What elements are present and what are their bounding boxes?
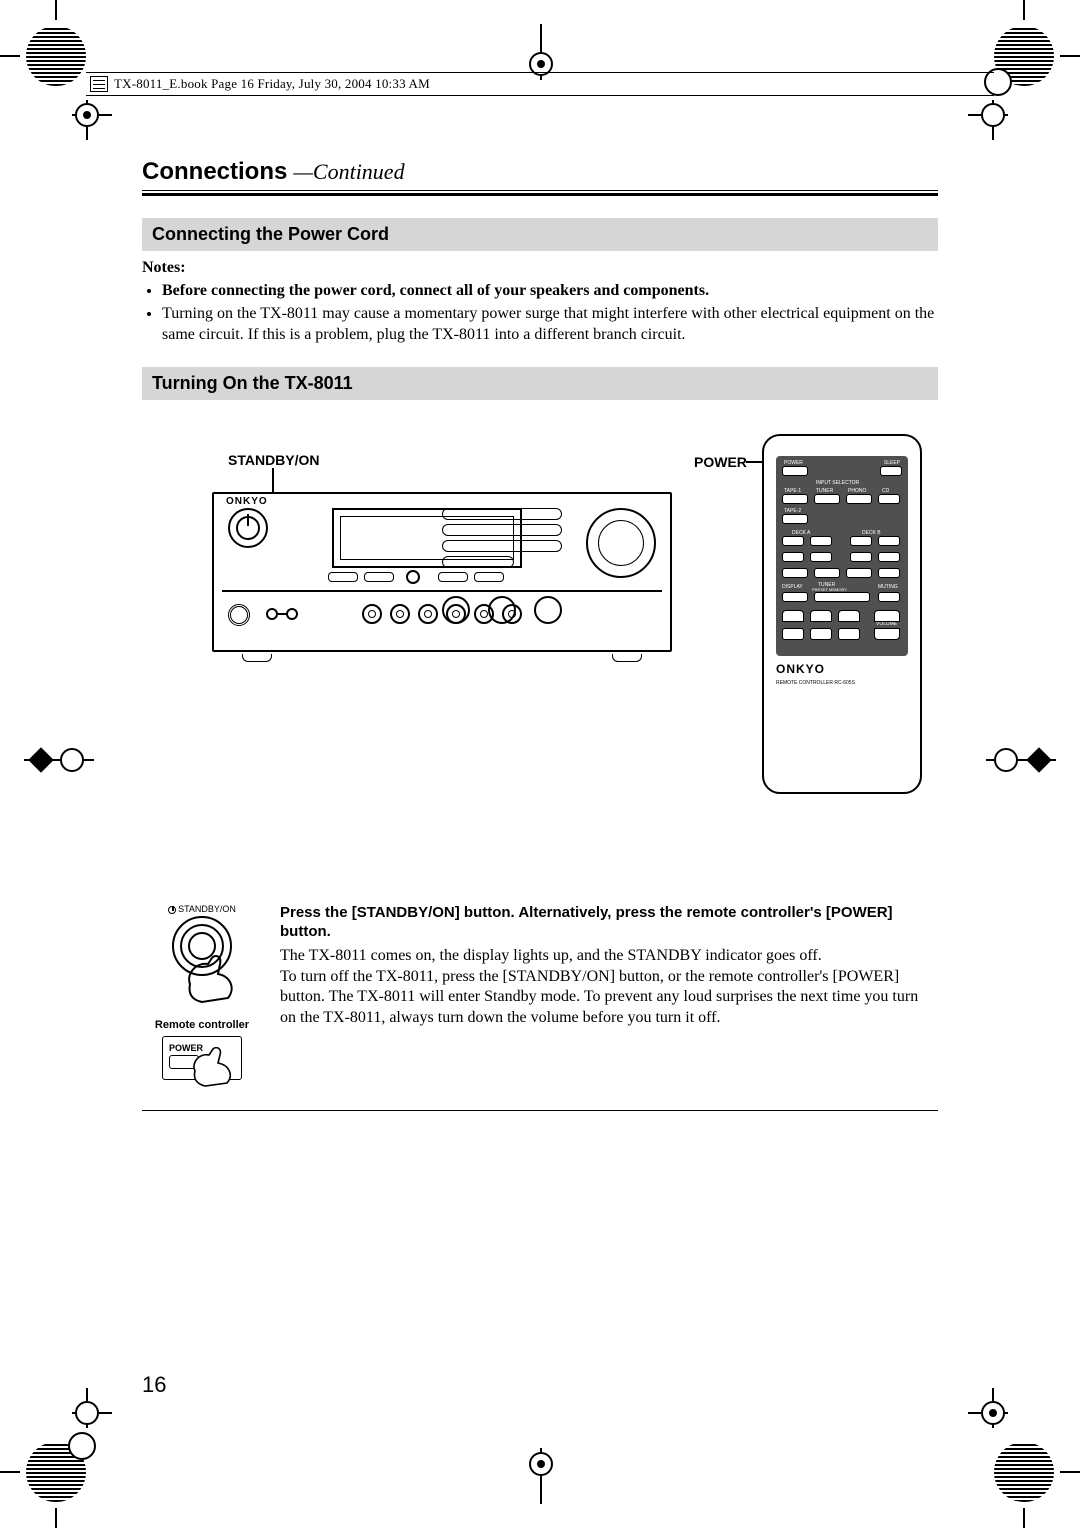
reg-edge-right bbox=[986, 740, 1056, 780]
amp-brand: ONKYO bbox=[226, 496, 268, 507]
crop-bar bbox=[1023, 1508, 1025, 1528]
rb-btn bbox=[850, 536, 872, 546]
standby-label: STANDBY/ON bbox=[228, 452, 320, 468]
power-label: POWER bbox=[694, 454, 747, 470]
crop-bar bbox=[1060, 1471, 1080, 1473]
rb-btn bbox=[782, 610, 804, 622]
rb-btn bbox=[846, 568, 872, 578]
crop-bar bbox=[0, 1471, 20, 1473]
rb-btn bbox=[878, 536, 900, 546]
crop-bar bbox=[1060, 55, 1080, 57]
rb-btn bbox=[878, 494, 900, 504]
rb-btn bbox=[782, 628, 804, 640]
rb-label: VOLUME bbox=[876, 621, 897, 627]
title-main: Connections bbox=[142, 158, 287, 186]
notes-list: Before connecting the power cord, connec… bbox=[142, 281, 938, 345]
reg-mark-tr bbox=[968, 100, 1008, 140]
rb-power bbox=[782, 466, 808, 476]
page-number: 16 bbox=[142, 1372, 166, 1398]
rb-btn bbox=[878, 568, 900, 578]
rb-sleep bbox=[880, 466, 902, 476]
section-heading-1: Connecting the Power Cord bbox=[142, 218, 938, 251]
rb-vol-down bbox=[874, 628, 900, 640]
separator-line bbox=[142, 1110, 938, 1111]
instruction-block: STANDBY/ON Remote controller POWER Press bbox=[142, 904, 938, 1080]
rule-thin bbox=[142, 190, 938, 191]
rb-btn bbox=[814, 568, 840, 578]
title-sub: —Continued bbox=[293, 159, 404, 185]
amplifier-diagram: ONKYO bbox=[212, 492, 672, 652]
rb-btn bbox=[878, 592, 900, 602]
rb-btn bbox=[838, 628, 860, 640]
page: TX-8011_E.book Page 16 Friday, July 30, … bbox=[0, 0, 1080, 1528]
instruction-heading: Press the [STANDBY/ON] button. Alternati… bbox=[280, 904, 938, 942]
reg-corner-tl bbox=[26, 26, 90, 90]
content-area: Connections —Continued Connecting the Po… bbox=[142, 158, 938, 1111]
notes-label: Notes: bbox=[142, 259, 938, 277]
rb-btn bbox=[814, 494, 840, 504]
rb-label: INPUT SELECTOR bbox=[816, 480, 859, 486]
rb-label: DISPLAY bbox=[782, 584, 803, 590]
reg-edge-bottom bbox=[506, 1448, 576, 1504]
reg-corner-tr bbox=[990, 26, 1054, 90]
hand-icon bbox=[189, 1047, 239, 1087]
hb-label-text: STANDBY/ON bbox=[178, 904, 236, 914]
rb-btn bbox=[810, 628, 832, 640]
amp-selector-slots bbox=[442, 508, 562, 566]
framemaker-header: TX-8011_E.book Page 16 Friday, July 30, … bbox=[86, 72, 994, 96]
instruction-icons: STANDBY/ON Remote controller POWER bbox=[142, 904, 262, 1080]
rb-label: MUTING bbox=[878, 584, 898, 590]
rb-vol-up bbox=[874, 610, 900, 622]
rb-btn bbox=[782, 568, 808, 578]
remote-diagram: POWER SLEEP INPUT SELECTOR TAPE-1 TUNER … bbox=[762, 434, 922, 794]
remote-model: REMOTE CONTROLLER RC-605S bbox=[776, 680, 855, 686]
instruction-text: Press the [STANDBY/ON] button. Alternati… bbox=[280, 904, 938, 1080]
rule-thick bbox=[142, 193, 938, 196]
reg-mark-bl bbox=[72, 1388, 112, 1428]
framemaker-header-text: TX-8011_E.book Page 16 Friday, July 30, … bbox=[114, 76, 430, 92]
note-item: Before connecting the power cord, connec… bbox=[162, 281, 938, 302]
page-icon bbox=[90, 76, 108, 92]
rb-btn bbox=[878, 552, 900, 562]
rb-btn bbox=[850, 552, 872, 562]
rb-btn bbox=[838, 610, 860, 622]
crop-bar bbox=[1023, 0, 1025, 20]
rb-btn bbox=[810, 536, 832, 546]
rb-btn bbox=[810, 610, 832, 622]
remote-brand-row: ONKYO bbox=[776, 662, 908, 676]
reg-edge-left bbox=[24, 740, 94, 780]
rb-btn bbox=[814, 592, 870, 602]
rb-btn bbox=[782, 552, 804, 562]
section-heading-2: Turning On the TX-8011 bbox=[142, 367, 938, 400]
figure-area: STANDBY/ON POWER ONKYO bbox=[142, 434, 938, 804]
amp-volume-knob bbox=[586, 508, 656, 578]
rb-btn bbox=[782, 514, 808, 524]
remote-caption: Remote controller bbox=[142, 1019, 262, 1032]
power-button-illustration: POWER bbox=[162, 1036, 242, 1080]
rb-btn bbox=[782, 536, 804, 546]
rb-btn bbox=[810, 552, 832, 562]
reg-mark-br bbox=[968, 1388, 1008, 1428]
instruction-body: The TX-8011 comes on, the display lights… bbox=[280, 946, 938, 1029]
remote-brand: ONKYO bbox=[776, 662, 825, 676]
reg-mark-tl bbox=[72, 100, 112, 140]
crop-bar bbox=[55, 1508, 57, 1528]
reg-corner-bl bbox=[26, 1438, 90, 1502]
page-title-row: Connections —Continued bbox=[142, 158, 938, 186]
rb-btn bbox=[782, 592, 808, 602]
rb-btn bbox=[846, 494, 872, 504]
note-item: Turning on the TX-8011 may cause a momen… bbox=[162, 304, 938, 346]
rb-btn bbox=[782, 494, 808, 504]
crop-bar bbox=[0, 55, 20, 57]
standby-knob-illustration: STANDBY/ON bbox=[142, 904, 262, 1009]
crop-bar bbox=[55, 0, 57, 20]
reg-corner-br bbox=[990, 1438, 1054, 1502]
